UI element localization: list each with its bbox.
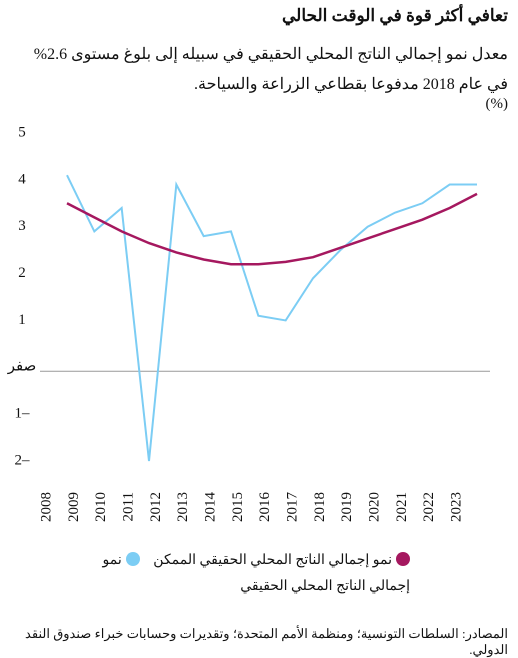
x-tick-label: 2015 bbox=[230, 492, 246, 522]
x-tick-label: 2017 bbox=[284, 492, 300, 523]
legend: نمو إجمالي الناتج المحلي الحقيقي الممكن … bbox=[80, 548, 410, 600]
x-tick-label: 2016 bbox=[257, 492, 273, 523]
y-tick-label: 2 bbox=[18, 265, 26, 281]
x-tick-label: 2022 bbox=[421, 492, 437, 522]
x-tick-label: 2019 bbox=[339, 492, 355, 522]
legend-swatch bbox=[125, 552, 140, 566]
legend-item: نمو إجمالي الناتج المحلي الحقيقي الممكن bbox=[153, 552, 410, 568]
chart-title: تعافي أكثر قوة في الوقت الحالي bbox=[281, 6, 508, 25]
x-tick-label: 2012 bbox=[148, 492, 164, 522]
x-tick-label: 2018 bbox=[312, 492, 328, 522]
source-note: المصادر: السلطات التونسية؛ ومنظمة الأمم … bbox=[25, 626, 508, 657]
line-series bbox=[66, 174, 477, 462]
x-tick-label: 2009 bbox=[66, 492, 82, 522]
y-tick-label: صفر bbox=[7, 359, 37, 375]
legend-label: نمو إجمالي الناتج المحلي الحقيقي الممكن bbox=[153, 553, 392, 568]
y-tick-label: 1 bbox=[18, 312, 26, 328]
x-tick-label: 2020 bbox=[366, 492, 382, 522]
legend-item: نمو إجمالي الناتج المحلي الحقيقي bbox=[102, 552, 410, 594]
y-tick-label: 4 bbox=[18, 171, 26, 187]
x-tick-label: 2014 bbox=[202, 492, 218, 523]
x-tick-label: 2010 bbox=[93, 492, 109, 522]
y-tick-label: 1– bbox=[15, 406, 31, 422]
y-tick-label: 2– bbox=[15, 452, 31, 468]
y-axis-label: (%) bbox=[485, 96, 509, 112]
legend-label: نمو إجمالي الناتج المحلي الحقيقي bbox=[102, 553, 410, 594]
line-series bbox=[66, 192, 478, 266]
y-tick-label: 3 bbox=[18, 218, 26, 234]
x-tick-label: 2008 bbox=[38, 492, 54, 522]
chart-subtitle: معدل نمو إجمالي الناتج المحلي الحقيقي في… bbox=[33, 46, 508, 93]
legend-swatch bbox=[396, 552, 410, 566]
x-tick-label: 2023 bbox=[448, 492, 464, 522]
x-tick-label: 2021 bbox=[394, 492, 410, 522]
y-tick-label: 5 bbox=[18, 124, 26, 140]
x-tick-label: 2011 bbox=[120, 492, 136, 521]
x-tick-label: 2013 bbox=[175, 492, 191, 522]
